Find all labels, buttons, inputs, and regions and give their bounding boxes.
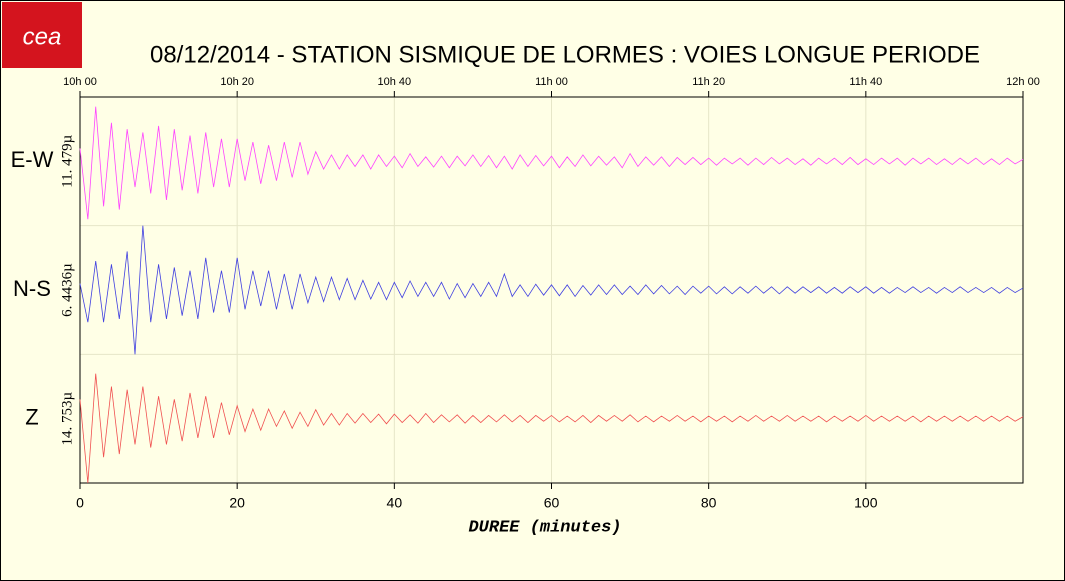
x-tick-label: 100	[854, 495, 878, 511]
x-tick-label: 40	[387, 495, 403, 511]
trace	[79, 373, 1024, 484]
x-tick-label: 20	[229, 495, 245, 511]
top-tick-label: 10h 00	[63, 76, 97, 88]
top-tick-label: 11h 40	[849, 76, 882, 88]
top-tick-label: 10h 40	[378, 76, 412, 88]
logo-box	[2, 2, 82, 68]
x-tick-label: 80	[701, 495, 717, 511]
chart-title: 08/12/2014 - STATION SISMIQUE DE LORMES …	[150, 41, 980, 68]
trace	[79, 106, 1024, 220]
top-tick-label: 10h 20	[220, 76, 254, 88]
trace-name: Z	[25, 404, 38, 429]
trace-name: N-S	[13, 276, 51, 301]
trace	[79, 225, 1024, 355]
top-tick-label: 11h 00	[535, 76, 568, 88]
trace-scale: 14. 753µ	[59, 391, 75, 445]
x-tick-label: 0	[76, 495, 84, 511]
x-tick-label: 60	[544, 495, 560, 511]
top-tick-label: 11h 20	[692, 76, 725, 88]
logo: cea	[23, 23, 62, 50]
trace-name: E-W	[11, 147, 54, 172]
trace-scale: 11. 479µ	[59, 134, 75, 187]
x-axis-label: DUREE (minutes)	[468, 518, 621, 537]
trace-scale: 6. 4436µ	[59, 263, 75, 317]
top-tick-label: 12h 00	[1006, 76, 1040, 88]
